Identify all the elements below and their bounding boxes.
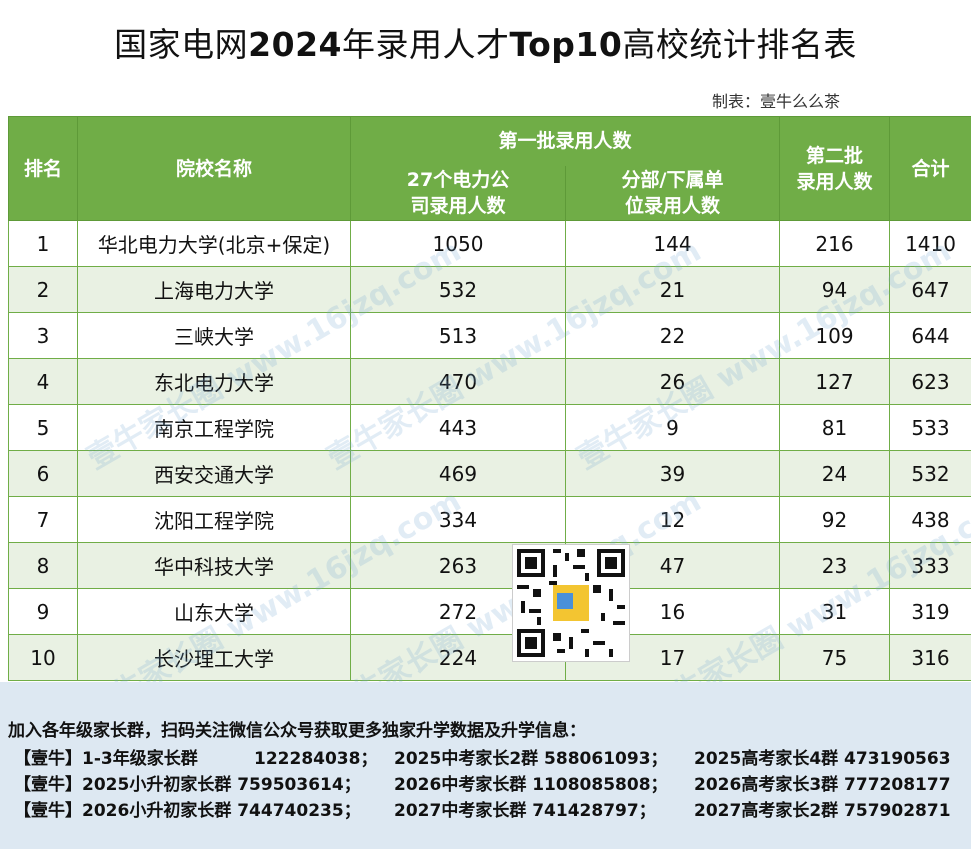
cell-rank: 2 (8, 266, 78, 313)
table-row: 6 西安交通大学 469 39 24 532 (8, 450, 971, 497)
cell-rank: 4 (8, 358, 78, 405)
cell-second-batch: 23 (779, 542, 891, 589)
cell-power-companies: 513 (350, 312, 566, 359)
table-row: 3 三峡大学 513 22 109 644 (8, 312, 971, 359)
cell-total: 533 (889, 404, 971, 451)
cell-school: 上海电力大学 (77, 266, 351, 313)
cell-branch-units: 144 (564, 220, 781, 267)
cell-rank: 10 (8, 634, 78, 681)
table-row: 1 华北电力大学(北京+保定) 1050 144 216 1410 (8, 220, 971, 267)
cell-school: 西安交通大学 (77, 450, 351, 497)
cell-branch-units: 21 (564, 266, 781, 313)
ranking-table: 排名 院校名称 第一批录用人数 第二批 录用人数 合计 27个电力公 司录用人数 分… (8, 116, 971, 681)
cell-total: 647 (889, 266, 971, 313)
cell-second-batch: 127 (779, 358, 891, 405)
footer-line: 【壹牛】2025小升初家长群 759503614； 2026中考家长群 11080… (14, 775, 951, 795)
cell-second-batch: 24 (779, 450, 891, 497)
cell-rank: 3 (8, 312, 78, 359)
cell-second-batch: 81 (779, 404, 891, 451)
cell-branch-units: 26 (564, 358, 781, 405)
cell-branch-units: 16 (564, 588, 781, 635)
cell-rank: 7 (8, 496, 78, 543)
cell-school: 南京工程学院 (77, 404, 351, 451)
header-second-batch: 第二批 录用人数 (779, 116, 891, 221)
cell-total: 532 (889, 450, 971, 497)
table-row: 5 南京工程学院 443 9 81 533 (8, 404, 971, 451)
cell-total: 1410 (889, 220, 971, 267)
footer-intro: 加入各年级家长群，扫码关注微信公众号获取更多独家升学数据及升学信息： (8, 721, 586, 741)
cell-school: 山东大学 (77, 588, 351, 635)
table-body: 1 华北电力大学(北京+保定) 1050 144 216 1410 2 上海电力大学 532 21… (8, 220, 971, 681)
footer-line: 【壹牛】2026小升初家长群 744740235； 2027中考家长群 74142… (14, 801, 951, 821)
cell-branch-units: 12 (564, 496, 781, 543)
footer-line: 【壹牛】1-3年级家长群 122284038； 2025中考家长2群 5880610… (14, 749, 951, 769)
cell-total: 644 (889, 312, 971, 359)
cell-second-batch: 109 (779, 312, 891, 359)
cell-second-batch: 94 (779, 266, 891, 313)
page-title: 国家电网2024年录用人才Top10高校统计排名表 (114, 25, 857, 64)
cell-rank: 6 (8, 450, 78, 497)
table-row: 10 长沙理工大学 224 17 75 316 (8, 634, 971, 681)
header-school: 院校名称 (77, 116, 351, 221)
cell-rank: 5 (8, 404, 78, 451)
cell-power-companies: 1050 (350, 220, 566, 267)
cell-rank: 8 (8, 542, 78, 589)
header-first-batch: 第一批录用人数 (349, 116, 781, 166)
table-row: 7 沈阳工程学院 334 12 92 438 (8, 496, 971, 543)
header-power-companies: 27个电力公 司录用人数 (350, 165, 566, 221)
table-row: 8 华中科技大学 263 47 23 333 (8, 542, 971, 589)
cell-power-companies: 532 (350, 266, 566, 313)
cell-branch-units: 22 (564, 312, 781, 359)
cell-rank: 1 (8, 220, 78, 267)
cell-school: 华中科技大学 (77, 542, 351, 589)
cell-branch-units: 9 (564, 404, 781, 451)
cell-rank: 9 (8, 588, 78, 635)
cell-school: 三峡大学 (77, 312, 351, 359)
table-row: 4 东北电力大学 470 26 127 623 (8, 358, 971, 405)
cell-total: 438 (889, 496, 971, 543)
cell-total: 333 (889, 542, 971, 589)
cell-total: 319 (889, 588, 971, 635)
cell-second-batch: 75 (779, 634, 891, 681)
cell-second-batch: 92 (779, 496, 891, 543)
cell-power-companies: 334 (350, 496, 566, 543)
cell-school: 沈阳工程学院 (77, 496, 351, 543)
header-rank: 排名 (8, 116, 78, 221)
qr-code (512, 544, 630, 662)
cell-school: 华北电力大学(北京+保定) (77, 220, 351, 267)
header-branch-units: 分部/下属单 位录用人数 (564, 165, 781, 221)
cell-power-companies: 443 (350, 404, 566, 451)
cell-second-batch: 216 (779, 220, 891, 267)
cell-school: 东北电力大学 (77, 358, 351, 405)
cell-power-companies: 469 (350, 450, 566, 497)
cell-power-companies: 470 (350, 358, 566, 405)
footer-panel: 加入各年级家长群，扫码关注微信公众号获取更多独家升学数据及升学信息： 【壹牛】1… (0, 682, 971, 849)
cell-total: 623 (889, 358, 971, 405)
cell-school: 长沙理工大学 (77, 634, 351, 681)
maker-credit: 制表：壹牛么么茶 (712, 92, 841, 111)
cell-branch-units: 39 (564, 450, 781, 497)
table-row: 2 上海电力大学 532 21 94 647 (8, 266, 971, 313)
header-total: 合计 (889, 116, 971, 221)
cell-total: 316 (889, 634, 971, 681)
cell-second-batch: 31 (779, 588, 891, 635)
table-row: 9 山东大学 272 16 31 319 (8, 588, 971, 635)
